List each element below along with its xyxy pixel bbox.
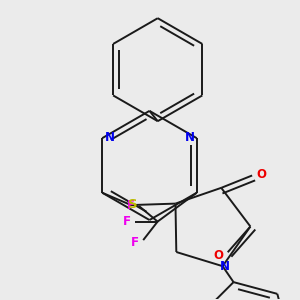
Text: N: N: [220, 260, 230, 273]
Text: S: S: [128, 198, 138, 211]
Text: O: O: [256, 168, 266, 181]
Text: F: F: [131, 236, 139, 249]
Text: N: N: [104, 130, 114, 144]
Text: O: O: [214, 249, 224, 262]
Text: F: F: [127, 199, 135, 212]
Text: N: N: [184, 130, 194, 144]
Text: F: F: [123, 215, 131, 228]
